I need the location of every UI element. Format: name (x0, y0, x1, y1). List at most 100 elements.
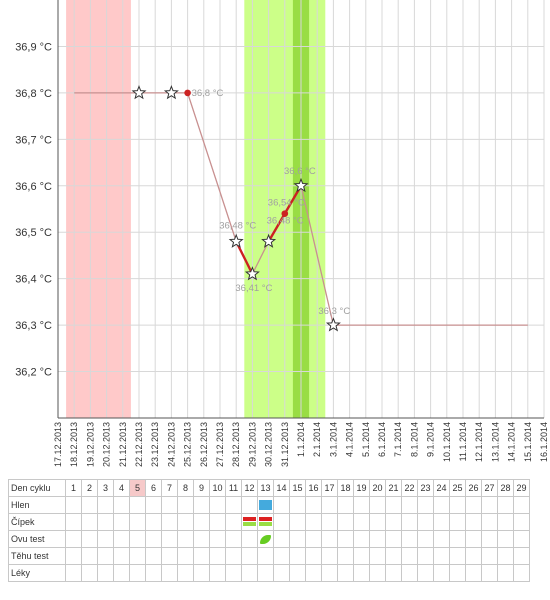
day-cell (257, 496, 274, 514)
x-tick-label: 22.12.2013 (134, 422, 144, 467)
day-number: 27 (481, 479, 498, 497)
x-tick-label: 25.12.2013 (183, 422, 193, 467)
day-number: 22 (401, 479, 418, 497)
day-number: 19 (353, 479, 370, 497)
x-tick-label: 17.12.2013 (53, 422, 63, 467)
day-cell (433, 564, 450, 582)
day-cell (97, 547, 114, 565)
data-point-star (261, 233, 277, 248)
day-cell (401, 547, 418, 565)
data-label: 36,48 °C (219, 221, 256, 232)
y-tick-label: 36,2 °C (15, 367, 52, 379)
x-tick-label: 10.1.2014 (442, 422, 452, 462)
data-point-dot (184, 89, 191, 97)
day-cell (449, 513, 466, 531)
x-tick-label: 19.12.2013 (85, 422, 95, 467)
data-label: 36,48 °C (267, 216, 304, 227)
table-row: Den cyklu 1 2 3 4 5 6 7 8 9 10 11 12 13 14 15 16 17 18 19 20… (8, 479, 530, 497)
day-cell (193, 530, 210, 548)
day-number: 13 (257, 479, 274, 497)
x-tick-label: 12.1.2014 (474, 422, 484, 462)
day-cell (97, 530, 114, 548)
day-number: 16 (305, 479, 322, 497)
day-cell (305, 530, 322, 548)
day-cell (225, 530, 242, 548)
day-cell (305, 547, 322, 565)
day-number: 1 (65, 479, 82, 497)
x-tick-label: 6.1.2014 (377, 422, 387, 457)
day-cell (289, 547, 306, 565)
x-tick-label: 21.12.2013 (118, 422, 128, 467)
x-tick-label: 29.12.2013 (247, 422, 257, 467)
day-cell (145, 513, 162, 531)
day-cell (241, 513, 258, 531)
day-cell (257, 513, 274, 531)
x-tick-label: 23.12.2013 (150, 422, 160, 467)
day-number: 7 (161, 479, 178, 497)
day-cell (369, 530, 386, 548)
day-number: 21 (385, 479, 402, 497)
day-cell (113, 513, 130, 531)
hlen-marker (259, 500, 272, 510)
data-point-star (228, 233, 244, 248)
day-cell (369, 496, 386, 514)
day-cell (81, 496, 98, 514)
row-label: Čípek (8, 513, 66, 531)
day-cell (161, 547, 178, 565)
day-cell (337, 496, 354, 514)
day-cell (305, 513, 322, 531)
x-tick-label: 1.1.2014 (296, 422, 306, 457)
day-cell (209, 564, 226, 582)
day-cell (257, 530, 274, 548)
day-cell (385, 496, 402, 514)
day-cell (129, 530, 146, 548)
day-cell (497, 530, 514, 548)
y-tick-label: 36,8 °C (15, 88, 52, 100)
day-cell (481, 530, 498, 548)
day-cell (321, 547, 338, 565)
day-cell (145, 564, 162, 582)
day-cell (97, 513, 114, 531)
x-tick-label: 4.1.2014 (345, 422, 355, 457)
day-cell (353, 530, 370, 548)
x-tick-label: 2.1.2014 (312, 422, 322, 457)
day-cell (225, 513, 242, 531)
x-tick-label: 11.1.2014 (458, 422, 468, 461)
day-number: 14 (273, 479, 290, 497)
day-cell (417, 496, 434, 514)
day-cell (305, 564, 322, 582)
data-point-star (325, 317, 341, 332)
day-cell (353, 496, 370, 514)
x-tick-label: 20.12.2013 (102, 422, 112, 467)
day-cell (369, 564, 386, 582)
x-tick-label: 28.12.2013 (231, 422, 241, 467)
y-tick-label: 36,7 °C (15, 134, 52, 146)
day-cell (241, 547, 258, 565)
y-tick-label: 36,5 °C (15, 227, 52, 239)
row-label: Hlen (8, 496, 66, 514)
day-cell (97, 496, 114, 514)
day-cell (353, 547, 370, 565)
day-cell (225, 547, 242, 565)
day-number: 8 (177, 479, 194, 497)
day-cell (129, 547, 146, 565)
day-cell (129, 564, 146, 582)
day-cell (289, 530, 306, 548)
day-cell (321, 564, 338, 582)
day-cell (417, 530, 434, 548)
day-cell (481, 564, 498, 582)
day-number: 4 (113, 479, 130, 497)
day-cell (337, 530, 354, 548)
table-row: Léky (8, 564, 530, 582)
day-cell (161, 513, 178, 531)
data-point-dot (281, 210, 289, 217)
y-tick-label: 36,3 °C (15, 320, 52, 332)
table-row: Těhu test (8, 547, 530, 565)
day-cell (193, 564, 210, 582)
day-cell (337, 547, 354, 565)
day-cell (513, 530, 530, 548)
day-cell (177, 564, 194, 582)
day-cell (465, 513, 482, 531)
day-cell (385, 547, 402, 565)
day-cell (129, 496, 146, 514)
